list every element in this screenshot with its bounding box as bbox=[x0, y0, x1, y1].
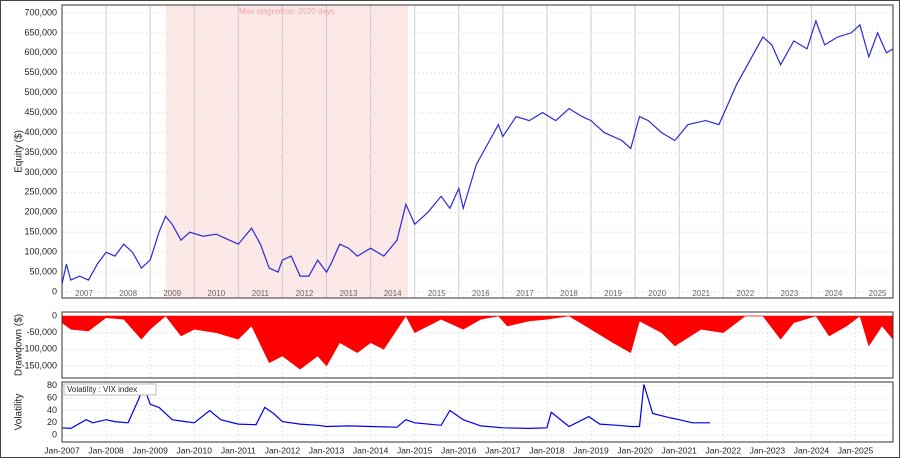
x-tick-label: Jan-2018 bbox=[529, 445, 565, 455]
x-tick-label: 2008 bbox=[119, 289, 137, 298]
annotation: Max stagnation: 2020 days bbox=[239, 7, 335, 16]
y-tick-label: -150,000 bbox=[21, 360, 57, 370]
x-tick-label: 2009 bbox=[163, 289, 181, 298]
y-tick-label: 50,000 bbox=[29, 266, 57, 276]
x-tick-label: 2021 bbox=[692, 289, 710, 298]
x-tick-label: Jan-2015 bbox=[397, 445, 433, 455]
y-tick-label: -50,000 bbox=[26, 327, 57, 337]
x-tick-label: 2010 bbox=[207, 289, 225, 298]
panel-frame bbox=[61, 311, 894, 379]
x-tick-label: Jan-2019 bbox=[573, 445, 609, 455]
x-tick-label: Jan-2017 bbox=[485, 445, 521, 455]
x-tick-label: 2013 bbox=[340, 289, 358, 298]
x-tick-label: Jan-2014 bbox=[353, 445, 389, 455]
x-tick-label: 2015 bbox=[428, 289, 446, 298]
x-tick-label: 2014 bbox=[384, 289, 402, 298]
panel-frame bbox=[61, 4, 894, 299]
y-tick-label: 20 bbox=[47, 417, 57, 427]
x-tick-label: Jan-2022 bbox=[706, 445, 742, 455]
y-axis-label: Drawdown ($) bbox=[14, 314, 25, 376]
y-tick-label: 350,000 bbox=[24, 147, 57, 157]
x-tick-label: 2020 bbox=[648, 289, 666, 298]
x-tick-label: Jan-2016 bbox=[441, 445, 477, 455]
y-tick-label: 200,000 bbox=[24, 207, 57, 217]
stagnation-band bbox=[165, 5, 409, 298]
x-tick-label: Jan-2007 bbox=[44, 445, 80, 455]
y-tick-label: 100,000 bbox=[24, 247, 57, 257]
x-tick-label: 2018 bbox=[560, 289, 578, 298]
y-tick-label: 600,000 bbox=[24, 47, 57, 57]
y-tick-label: 0 bbox=[52, 430, 57, 440]
x-tick-label: Jan-2025 bbox=[838, 445, 874, 455]
y-tick-label: 300,000 bbox=[24, 167, 57, 177]
drawdown-area bbox=[61, 315, 894, 370]
x-tick-label: Jan-2010 bbox=[177, 445, 213, 455]
x-tick-label: Jan-2021 bbox=[661, 445, 697, 455]
x-tick-label: 2019 bbox=[604, 289, 622, 298]
y-tick-label: 450,000 bbox=[24, 107, 57, 117]
y-tick-label: 700,000 bbox=[24, 7, 57, 17]
plot-area bbox=[62, 382, 893, 442]
x-tick-label: Jan-2012 bbox=[265, 445, 301, 455]
y-tick-label: 550,000 bbox=[24, 67, 57, 77]
y-tick-label: 150,000 bbox=[24, 227, 57, 237]
y-tick-label: 650,000 bbox=[24, 27, 57, 37]
y-tick-label: 500,000 bbox=[24, 87, 57, 97]
x-tick-label: Jan-2009 bbox=[132, 445, 168, 455]
y-tick-label: 40 bbox=[47, 405, 57, 415]
y-tick-label: 80 bbox=[47, 380, 57, 390]
x-tick-label: Jan-2024 bbox=[794, 445, 830, 455]
x-tick-label: Jan-2020 bbox=[617, 445, 653, 455]
legend-box bbox=[63, 383, 157, 396]
x-tick-label: Jan-2013 bbox=[309, 445, 345, 455]
legend-label: Volatility : VIX index bbox=[67, 385, 137, 394]
y-tick-label: 0 bbox=[52, 310, 57, 320]
x-tick-label: 2017 bbox=[516, 289, 534, 298]
x-tick-label: Jan-2011 bbox=[221, 445, 256, 455]
x-tick-label: 2016 bbox=[472, 289, 490, 298]
y-tick-label: 0 bbox=[52, 286, 57, 296]
x-tick-label: 2011 bbox=[252, 289, 270, 298]
x-tick-label: 2007 bbox=[75, 289, 93, 298]
x-tick-label: 2025 bbox=[869, 289, 887, 298]
y-axis-label: Equity ($) bbox=[14, 130, 25, 173]
x-tick-label: 2022 bbox=[736, 289, 754, 298]
y-tick-label: 400,000 bbox=[24, 127, 57, 137]
x-tick-label: Jan-2023 bbox=[750, 445, 786, 455]
x-tick-label: 2012 bbox=[296, 289, 314, 298]
x-tick-label: 2023 bbox=[781, 289, 799, 298]
y-tick-label: -100,000 bbox=[21, 344, 57, 354]
y-axis-label: Volatility bbox=[14, 394, 25, 431]
x-tick-label: Jan-2008 bbox=[88, 445, 124, 455]
x-tick-label: 2024 bbox=[825, 289, 843, 298]
series-line bbox=[61, 19, 894, 285]
panel-frame bbox=[61, 381, 894, 443]
y-tick-label: 250,000 bbox=[24, 187, 57, 197]
y-tick-label: 60 bbox=[47, 392, 57, 402]
